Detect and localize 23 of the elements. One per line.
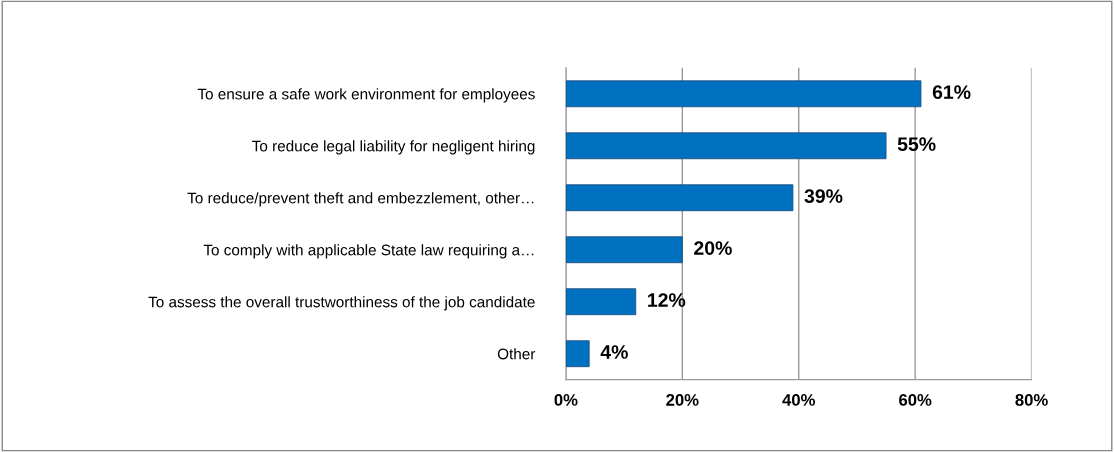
data-label: 39%: [804, 189, 843, 203]
y-tick-label: To ensure a safe work environment for employees: [197, 88, 535, 103]
x-tick-label: 0%: [554, 394, 578, 406]
bar: [565, 132, 887, 160]
y-tick-label: To reduce/prevent theft and embezzlement, other…: [187, 192, 534, 207]
bar: [565, 184, 794, 212]
x-tick-label: 80%: [1015, 394, 1048, 406]
data-label: 12%: [648, 293, 686, 307]
bar: [565, 236, 683, 264]
bar: [565, 288, 637, 316]
data-label: 55%: [897, 137, 936, 151]
bar: [565, 340, 590, 368]
data-label: 20%: [694, 241, 732, 255]
data-label: 61%: [932, 85, 971, 100]
data-label: 4%: [600, 345, 628, 359]
y-tick-label: Other: [497, 348, 536, 360]
x-tick-label: 20%: [666, 394, 699, 406]
y-tick-label: To comply with applicable State law requiring a…: [203, 244, 534, 259]
x-tick-label: 40%: [782, 394, 815, 406]
x-tick-label: 60%: [899, 394, 932, 406]
y-tick-label: To assess the overall trustworthiness of the job candidate: [148, 296, 535, 311]
y-tick-label: To reduce legal liability for negligent hiring: [252, 140, 535, 155]
bar: [565, 80, 922, 108]
